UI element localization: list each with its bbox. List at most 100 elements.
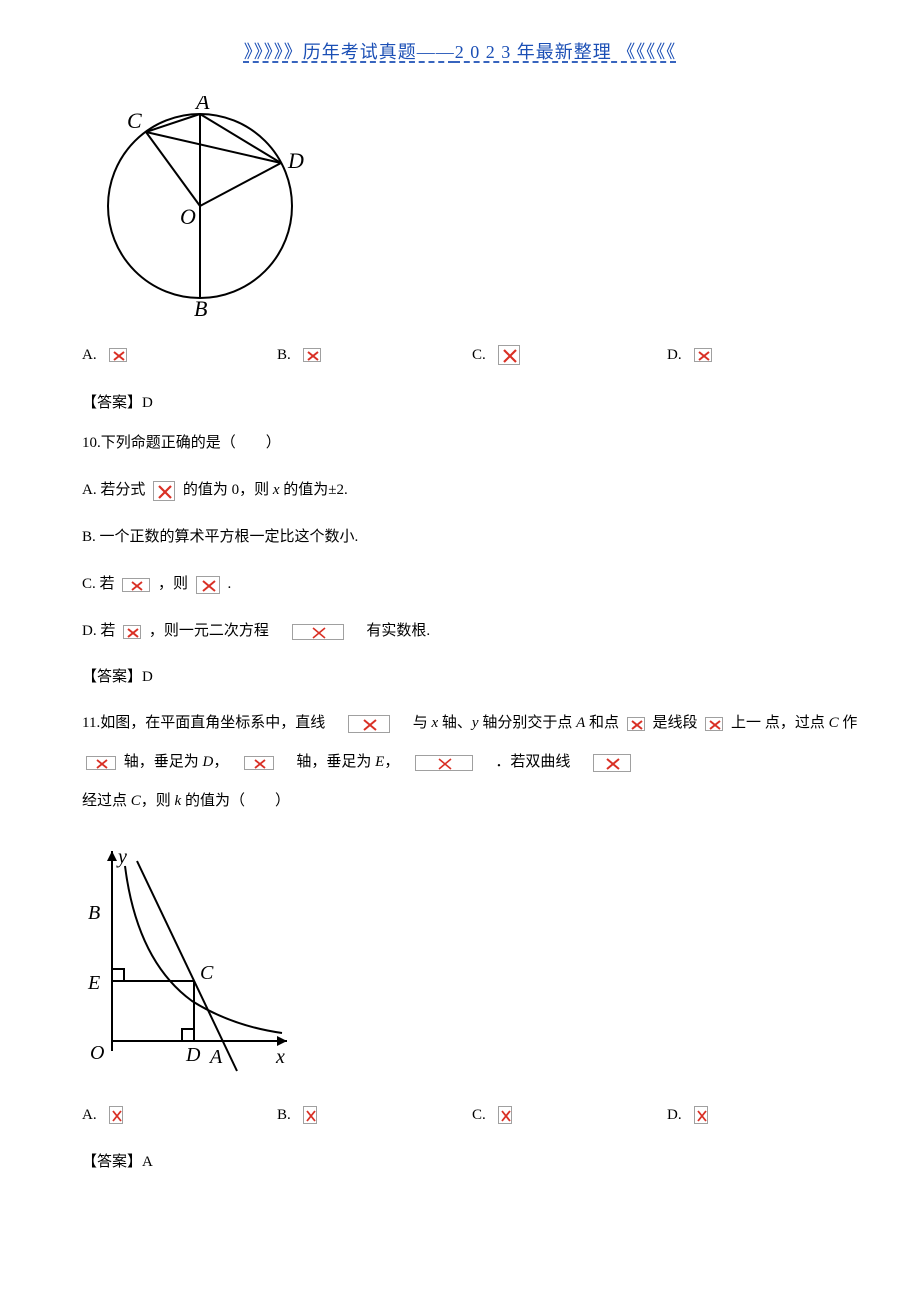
broken-image-icon — [348, 715, 390, 733]
broken-image-icon — [705, 717, 723, 731]
q10-a-tail: 的值为±2. — [280, 482, 348, 498]
q10-opt-b: B. 一个正数的算术平方根一定比这个数小. — [82, 524, 860, 551]
broken-image-icon — [123, 625, 141, 639]
q11-opt-c: C. — [472, 1106, 667, 1124]
q10-answer-prefix: 【答案】 — [82, 669, 142, 685]
q11-opt-b-label: B. — [277, 1107, 291, 1124]
q9-opt-c: C. — [472, 345, 667, 365]
broken-image-icon — [627, 717, 645, 731]
svg-text:C: C — [127, 108, 142, 133]
q11-stem: 11.如图，在平面直角坐标系中，直线 与 x 轴、y 轴分别交于点 A 和点 是… — [82, 704, 860, 821]
q10-opt-a: A. 若分式 的值为 0，则 x 的值为±2. — [82, 477, 860, 504]
q9-opt-a: A. — [82, 347, 277, 364]
broken-image-icon — [498, 345, 520, 365]
q10-c-post: . — [228, 576, 232, 592]
broken-image-icon — [122, 578, 150, 592]
broken-image-icon — [109, 1106, 123, 1124]
svg-text:y: y — [116, 846, 127, 868]
q11-l2f: ， — [384, 754, 407, 770]
svg-text:D: D — [287, 148, 304, 173]
q11-opt-d: D. — [667, 1106, 712, 1124]
q11-l3b: ，则 — [141, 793, 175, 809]
header-text-left: 》》》》》历年考试真题—— — [244, 42, 455, 62]
broken-image-icon — [694, 1106, 708, 1124]
broken-image-icon — [694, 348, 712, 362]
svg-text:x: x — [275, 1046, 285, 1068]
q9-opt-c-label: C. — [472, 347, 486, 364]
q9-answer-value: D — [142, 395, 153, 411]
q11-opt-c-label: C. — [472, 1107, 486, 1124]
q11-opt-b: B. — [277, 1106, 472, 1124]
q10-d-mid: ，则一元二次方程 — [149, 623, 284, 639]
q11-C: C — [829, 715, 839, 731]
q9-options: A. B. C. D. — [82, 345, 860, 365]
svg-text:O: O — [90, 1042, 104, 1064]
q11-t5: 和点 — [585, 715, 623, 731]
q11-E: E — [375, 754, 384, 770]
q10-answer: 【答案】D — [82, 665, 860, 686]
broken-image-icon — [86, 756, 116, 770]
svg-text:A: A — [208, 1046, 223, 1068]
broken-image-icon — [244, 756, 274, 770]
broken-image-icon — [303, 1106, 317, 1124]
q10-answer-value: D — [142, 669, 153, 685]
broken-image-icon — [593, 754, 631, 772]
svg-text:D: D — [185, 1044, 201, 1066]
q11-l2d: ， — [213, 754, 236, 770]
q10-a-x: x — [273, 482, 280, 498]
q11-t2: 与 — [398, 715, 432, 731]
q11-opt-a: A. — [82, 1106, 277, 1124]
q11-C2: C — [131, 793, 141, 809]
q11-l2e: 轴，垂足为 — [281, 754, 375, 770]
q9-opt-d: D. — [667, 347, 716, 364]
q11-t1: 11.如图，在平面直角坐标系中，直线 — [82, 715, 340, 731]
q11-l2g: ．若双曲线 — [480, 754, 585, 770]
broken-image-icon — [498, 1106, 512, 1124]
svg-text:O: O — [180, 204, 196, 229]
svg-text:E: E — [87, 972, 100, 994]
q11-answer-prefix: 【答案】 — [82, 1154, 142, 1170]
broken-image-icon — [196, 576, 220, 594]
q10-d-post: 有实数根. — [351, 623, 430, 639]
page-header: 》》》》》历年考试真题——2 0 2 3 年最新整理 《《《《《 — [0, 0, 920, 84]
q10-d-pre: D. 若 — [82, 623, 119, 639]
page-content: A C D B O A. B. C. — [0, 96, 920, 1171]
broken-image-icon — [109, 348, 127, 362]
q10-c-pre: C. 若 — [82, 576, 118, 592]
broken-image-icon — [153, 481, 175, 501]
header-text-right: 2 0 2 3 年最新整理 《《《《《 — [455, 42, 677, 62]
q9-answer: 【答案】D — [82, 391, 860, 412]
svg-text:B: B — [194, 296, 207, 316]
q10-opt-c: C. 若 ，则 . — [82, 571, 860, 598]
q10-a-pre: A. 若分式 — [82, 482, 149, 498]
q10-stem: 10.下列命题正确的是（ ） — [82, 430, 860, 457]
q11-l2c: 轴，垂足为 — [124, 754, 203, 770]
q11-l3c: 的值为（ ） — [181, 793, 290, 809]
q11-l2a: 点，过点 — [765, 715, 829, 731]
q11-l2b: 作 — [839, 715, 858, 731]
q10-a-post: 的值为 0，则 — [183, 482, 273, 498]
q11-opt-a-label: A. — [82, 1107, 97, 1124]
q11-t6: 是线段 — [653, 715, 702, 731]
q11-answer-value: A — [142, 1154, 153, 1170]
q10-opt-d: D. 若 ，则一元二次方程 有实数根. — [82, 618, 860, 645]
broken-image-icon — [292, 624, 344, 640]
q11-A: A — [576, 715, 585, 731]
q11-t3: 轴、 — [438, 715, 472, 731]
q10-c-mid: ，则 — [158, 576, 192, 592]
q11-y: y — [472, 715, 479, 731]
figure-graph: O D A B E C x y — [82, 841, 860, 1086]
q11-t4: 轴分别交于点 — [479, 715, 577, 731]
q9-opt-b: B. — [277, 347, 472, 364]
broken-image-icon — [415, 755, 473, 771]
q9-answer-prefix: 【答案】 — [82, 395, 142, 411]
q11-l3a: 经过点 — [82, 793, 131, 809]
q11-D: D — [203, 754, 214, 770]
svg-text:C: C — [200, 962, 214, 984]
figure-circle: A C D B O — [100, 96, 860, 321]
svg-text:B: B — [88, 902, 100, 924]
q9-opt-d-label: D. — [667, 347, 682, 364]
q9-opt-a-label: A. — [82, 347, 97, 364]
q11-opt-d-label: D. — [667, 1107, 682, 1124]
svg-text:A: A — [194, 96, 210, 114]
